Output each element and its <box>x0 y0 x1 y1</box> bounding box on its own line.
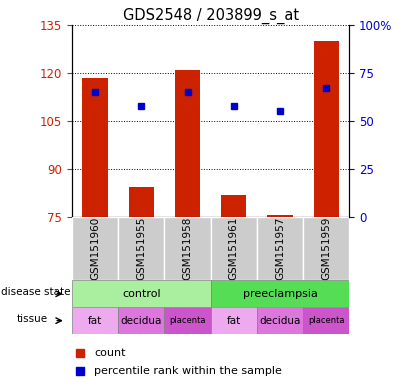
Bar <box>267 215 293 217</box>
Bar <box>257 217 303 280</box>
Bar <box>164 217 211 280</box>
Text: fat: fat <box>226 316 241 326</box>
Text: fat: fat <box>88 316 102 326</box>
Text: decidua: decidua <box>259 316 301 326</box>
Bar <box>211 280 349 307</box>
Text: percentile rank within the sample: percentile rank within the sample <box>94 366 282 376</box>
Bar <box>314 41 339 217</box>
Text: GSM151960: GSM151960 <box>90 217 100 280</box>
Text: decidua: decidua <box>120 316 162 326</box>
Text: GSM151961: GSM151961 <box>229 217 239 280</box>
Bar <box>118 307 164 334</box>
Bar <box>175 70 200 217</box>
Text: GSM151958: GSM151958 <box>182 217 192 280</box>
Text: placenta: placenta <box>169 316 206 325</box>
Text: GSM151959: GSM151959 <box>321 217 331 280</box>
Text: control: control <box>122 289 161 299</box>
Bar <box>211 217 257 280</box>
Bar <box>118 217 164 280</box>
Text: tissue: tissue <box>17 314 48 324</box>
Bar <box>129 187 154 217</box>
Bar <box>257 307 303 334</box>
Bar <box>72 307 118 334</box>
Bar <box>303 217 349 280</box>
Bar <box>221 195 247 217</box>
Bar <box>303 307 349 334</box>
Bar <box>72 280 211 307</box>
Text: placenta: placenta <box>308 316 344 325</box>
Bar <box>164 307 211 334</box>
Text: count: count <box>94 348 126 358</box>
Bar <box>72 217 118 280</box>
Text: GSM151957: GSM151957 <box>275 217 285 280</box>
Text: disease state: disease state <box>1 287 71 298</box>
Bar <box>82 78 108 217</box>
Bar <box>211 307 257 334</box>
Title: GDS2548 / 203899_s_at: GDS2548 / 203899_s_at <box>122 7 299 23</box>
Text: preeclampsia: preeclampsia <box>242 289 317 299</box>
Text: GSM151955: GSM151955 <box>136 217 146 280</box>
